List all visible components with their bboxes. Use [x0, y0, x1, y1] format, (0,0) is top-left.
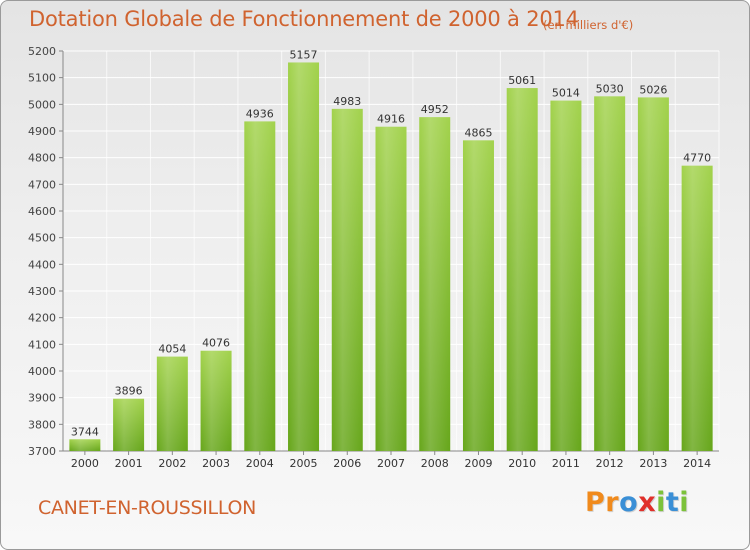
bar-highlight: [331, 108, 363, 451]
bar-value-label: 5030: [596, 82, 624, 95]
y-tick-label: 4800: [28, 152, 56, 165]
x-tick-label: 2012: [596, 457, 624, 470]
x-tick-label: 2009: [464, 457, 492, 470]
bar-highlight: [462, 140, 494, 452]
bar-highlight: [506, 88, 538, 452]
bar-value-label: 4054: [158, 343, 186, 356]
x-tick-label: 2000: [71, 457, 99, 470]
x-tick-label: 2001: [115, 457, 143, 470]
chart-title: Dotation Globale de Fonctionnement de 20…: [29, 7, 579, 31]
logo-letter: x: [638, 487, 657, 518]
x-tick-label: 2008: [421, 457, 449, 470]
y-axis-labels: 3700 3800 3900 4000 4100 4200 4300 4400 4500 4600…: [28, 45, 56, 458]
bar-highlight: [681, 165, 713, 451]
bar-value-label: 4952: [421, 103, 449, 116]
bar-highlight: [69, 439, 101, 451]
y-tick-label: 5200: [28, 45, 56, 58]
logo-letter: r: [605, 487, 620, 518]
bar-value-label: 5014: [552, 87, 580, 100]
y-tick-label: 3700: [28, 445, 56, 458]
y-tick-label: 4700: [28, 178, 56, 191]
y-tick-label: 4900: [28, 125, 56, 138]
bar-value-label: 4076: [202, 337, 230, 350]
x-tick-label: 2005: [290, 457, 318, 470]
y-tick-label: 4400: [28, 258, 56, 271]
x-tick-label: 2006: [333, 457, 361, 470]
bar-highlight: [288, 62, 320, 451]
bar-value-label: 4936: [246, 107, 274, 120]
y-tick-label: 3900: [28, 392, 56, 405]
bar-highlight: [156, 356, 188, 451]
y-tick-label: 4300: [28, 285, 56, 298]
bar-highlight: [550, 100, 582, 451]
bar-highlight: [244, 121, 276, 452]
y-tick-label: 4100: [28, 338, 56, 351]
x-tick-label: 2004: [246, 457, 274, 470]
y-tick-label: 5000: [28, 98, 56, 111]
y-tick-label: 4000: [28, 365, 56, 378]
y-tick-label: 5100: [28, 72, 56, 85]
logo-letter: i: [656, 487, 666, 518]
x-tick-label: 2003: [202, 457, 230, 470]
bar-value-label: 4916: [377, 113, 405, 126]
y-tick-label: 3800: [28, 418, 56, 431]
logo-letter: i: [679, 487, 690, 518]
bar-value-label: 3896: [115, 385, 143, 398]
bar-value-label: 3744: [71, 425, 99, 438]
bar-value-label: 5061: [508, 74, 536, 87]
y-tick-label: 4500: [28, 232, 56, 245]
bar-highlight: [375, 126, 407, 451]
x-tick-label: 2014: [683, 457, 711, 470]
x-tick-label: 2007: [377, 457, 405, 470]
logo-letter: t: [665, 487, 680, 518]
logo-letter: P: [585, 487, 606, 518]
unit-label: (en milliers d'€): [543, 18, 634, 32]
bar-highlight: [594, 96, 626, 451]
bar-value-label: 4770: [683, 152, 711, 165]
x-tick-label: 2002: [158, 457, 186, 470]
bar-value-label: 4865: [464, 126, 492, 139]
bar-value-label: 4983: [333, 95, 361, 108]
bar-highlight: [113, 398, 145, 451]
proxiti-logo: Proxiti: [585, 487, 689, 518]
bars: 3744 3896 4054 4076 4936 5157 4983 4916 4952 4865…: [69, 48, 713, 452]
x-tick-label: 2013: [639, 457, 667, 470]
logo-letter: o: [619, 487, 639, 518]
x-axis-labels: 2000 2001 2002 2003 2004 2005 2006 2007 2008 2009…: [71, 451, 711, 470]
bar-value-label: 5157: [290, 48, 318, 61]
commune-name: CANET-EN-ROUSSILLON: [38, 497, 257, 519]
y-tick-label: 4200: [28, 312, 56, 325]
bar-highlight: [200, 350, 232, 451]
x-tick-label: 2010: [508, 457, 536, 470]
bar-highlight: [637, 97, 669, 452]
bar-highlight: [419, 117, 451, 451]
x-tick-label: 2011: [552, 457, 580, 470]
bar-value-label: 5026: [639, 83, 667, 96]
y-tick-label: 4600: [28, 205, 56, 218]
